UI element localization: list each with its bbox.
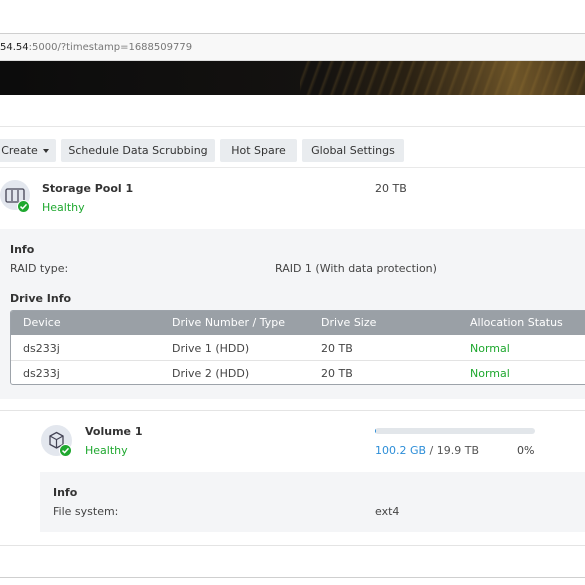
volume-info-panel	[40, 472, 585, 532]
storage-pool-icon	[0, 180, 30, 210]
healthy-check-icon	[59, 444, 72, 457]
section-divider	[0, 545, 585, 546]
column-drive-size[interactable]: Drive Size	[321, 316, 377, 329]
volume-usage-fill	[375, 428, 376, 434]
volume-info-title: Info	[53, 486, 78, 499]
raid-type-value: RAID 1 (With data protection)	[275, 262, 437, 275]
storage-pool-header[interactable]	[0, 168, 585, 228]
volume-usage-text: 100.2 GB / 19.9 TB	[375, 444, 479, 457]
header-banner	[0, 61, 585, 95]
url-host: 54.54	[0, 42, 29, 53]
raid-type-label: RAID type:	[10, 262, 69, 275]
volume-percent: 0%	[517, 444, 535, 457]
drive-1-device: ds233j	[23, 342, 60, 355]
browser-tab-strip	[0, 0, 585, 34]
row-divider	[11, 360, 585, 361]
usage-separator: /	[426, 444, 437, 457]
pool-name: Storage Pool 1	[42, 182, 134, 195]
global-settings-button[interactable]: Global Settings	[302, 139, 404, 162]
create-button-label: Create	[1, 144, 38, 157]
address-bar[interactable]: 54.54:5000/?timestamp=1688509779	[0, 34, 585, 61]
file-system-label: File system:	[53, 505, 119, 518]
drive-2-size: 20 TB	[321, 367, 353, 380]
volume-total: 19.9 TB	[436, 444, 480, 457]
header-spacer	[0, 95, 585, 127]
healthy-check-icon	[17, 200, 30, 213]
hot-spare-button[interactable]: Hot Spare	[220, 139, 297, 162]
volume-status: Healthy	[85, 444, 128, 457]
drive-info-table: Device Drive Number / Type Drive Size Al…	[10, 310, 585, 385]
drive-info-title: Drive Info	[10, 292, 72, 305]
pool-info-title: Info	[10, 243, 35, 256]
pool-size: 20 TB	[375, 182, 407, 195]
chevron-down-icon	[42, 149, 49, 153]
drive-2-device: ds233j	[23, 367, 60, 380]
pool-status: Healthy	[42, 201, 85, 214]
column-drive-number[interactable]: Drive Number / Type	[172, 316, 285, 329]
volume-used: 100.2 GB	[375, 444, 427, 457]
column-device[interactable]: Device	[23, 316, 61, 329]
drive-1-status: Normal	[470, 342, 510, 355]
table-header: Device Drive Number / Type Drive Size Al…	[11, 311, 585, 335]
file-system-value: ext4	[375, 505, 400, 518]
drive-2-status: Normal	[470, 367, 510, 380]
storage-toolbar: Create Schedule Data Scrubbing Hot Spare…	[0, 128, 585, 168]
url-path: :5000/?timestamp=1688509779	[28, 42, 193, 53]
volume-usage-bar	[375, 428, 535, 434]
create-button[interactable]: Create	[0, 139, 56, 162]
schedule-data-scrubbing-button[interactable]: Schedule Data Scrubbing	[61, 139, 215, 162]
column-allocation-status[interactable]: Allocation Status	[470, 316, 563, 329]
bottom-border	[0, 577, 585, 578]
drive-2-number: Drive 2 (HDD)	[172, 367, 250, 380]
drive-1-number: Drive 1 (HDD)	[172, 342, 250, 355]
drive-1-size: 20 TB	[321, 342, 353, 355]
volume-name: Volume 1	[85, 425, 143, 438]
section-divider	[0, 410, 585, 411]
